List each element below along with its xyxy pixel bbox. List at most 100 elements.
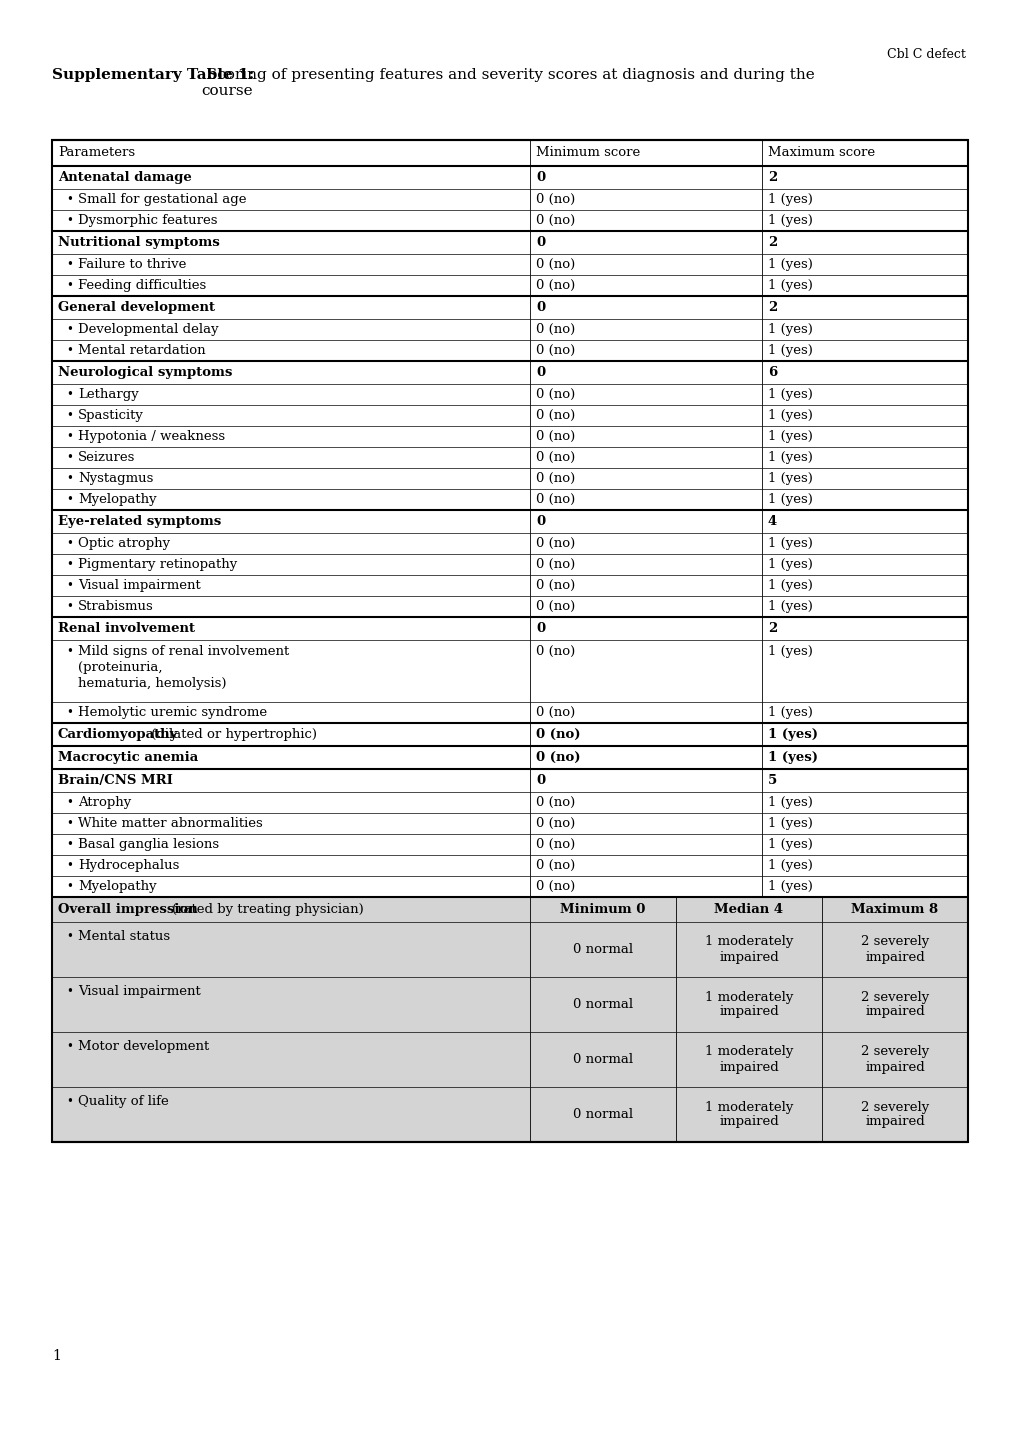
Text: Mental retardation: Mental retardation (77, 343, 206, 356)
Bar (52, 618, 967, 641)
Text: 1 moderately: 1 moderately (704, 1101, 793, 1114)
Text: 0 (no): 0 (no) (535, 472, 575, 485)
Bar (52, 1087, 967, 1141)
Text: 0 (no): 0 (no) (535, 452, 575, 465)
Text: Spasticity: Spasticity (77, 408, 144, 421)
Text: Small for gestational age: Small for gestational age (77, 193, 247, 206)
Text: Antenatal damage: Antenatal damage (58, 172, 192, 185)
Text: 2: 2 (767, 172, 776, 185)
Text: (dilated or hypertrophic): (dilated or hypertrophic) (147, 729, 317, 742)
Bar (52, 509, 967, 532)
Text: •: • (66, 278, 72, 291)
Text: Eye-related symptoms: Eye-related symptoms (58, 515, 221, 528)
Bar (52, 554, 967, 574)
Text: 0 (no): 0 (no) (535, 214, 575, 227)
Bar (52, 140, 967, 166)
Text: 1 (yes): 1 (yes) (767, 750, 817, 763)
Bar (52, 447, 967, 468)
Text: •: • (66, 430, 72, 443)
Text: 1 (yes): 1 (yes) (767, 430, 812, 443)
Text: Mild signs of renal involvement: Mild signs of renal involvement (77, 645, 289, 658)
Text: 2: 2 (767, 622, 776, 635)
Text: 0 (no): 0 (no) (535, 859, 575, 872)
Text: Overall impression: Overall impression (58, 903, 198, 916)
Text: 0 (no): 0 (no) (535, 537, 575, 550)
Text: 4: 4 (767, 515, 776, 528)
Text: 2 severely: 2 severely (860, 1101, 928, 1114)
Bar (52, 489, 967, 509)
Text: •: • (66, 880, 72, 893)
Text: White matter abnormalities: White matter abnormalities (77, 817, 263, 830)
Text: Renal involvement: Renal involvement (58, 622, 195, 635)
Text: •: • (66, 558, 72, 571)
Text: Macrocytic anemia: Macrocytic anemia (58, 750, 198, 763)
Bar (52, 596, 967, 618)
Text: Quality of life: Quality of life (77, 1095, 168, 1108)
Text: 0 (no): 0 (no) (535, 706, 575, 719)
Text: impaired: impaired (718, 1115, 779, 1128)
Text: 1 (yes): 1 (yes) (767, 859, 812, 872)
Text: 5: 5 (767, 773, 776, 786)
Text: •: • (66, 645, 72, 658)
Bar (52, 1032, 967, 1087)
Text: •: • (66, 929, 72, 942)
Text: •: • (66, 579, 72, 592)
Text: impaired: impaired (864, 1115, 924, 1128)
Text: (rated by treating physician): (rated by treating physician) (172, 903, 364, 916)
Text: 1 (yes): 1 (yes) (767, 323, 812, 336)
Text: 1 (yes): 1 (yes) (767, 408, 812, 421)
Text: Developmental delay: Developmental delay (77, 323, 218, 336)
Text: •: • (66, 537, 72, 550)
Text: •: • (66, 408, 72, 421)
Text: Nutritional symptoms: Nutritional symptoms (58, 237, 219, 250)
Bar (52, 189, 967, 211)
Text: Parameters: Parameters (58, 147, 135, 160)
Text: Mental status: Mental status (77, 929, 170, 942)
Text: hematuria, hemolysis): hematuria, hemolysis) (77, 677, 226, 690)
Bar (52, 723, 967, 746)
Text: Cardiomyopathy: Cardiomyopathy (58, 729, 178, 742)
Bar (52, 468, 967, 489)
Text: •: • (66, 214, 72, 227)
Text: Hydrocephalus: Hydrocephalus (77, 859, 179, 872)
Text: 0 (no): 0 (no) (535, 838, 575, 851)
Text: 2 severely: 2 severely (860, 935, 928, 948)
Text: 0 (no): 0 (no) (535, 880, 575, 893)
Text: 0: 0 (535, 172, 544, 185)
Bar (52, 898, 967, 922)
Text: 0: 0 (535, 367, 544, 380)
Text: 1 (yes): 1 (yes) (767, 706, 812, 719)
Text: Visual impairment: Visual impairment (77, 579, 201, 592)
Text: 0 normal: 0 normal (573, 1108, 633, 1121)
Text: impaired: impaired (864, 951, 924, 964)
Bar (52, 856, 967, 876)
Text: Hypotonia / weakness: Hypotonia / weakness (77, 430, 225, 443)
Text: •: • (66, 388, 72, 401)
Text: 2 severely: 2 severely (860, 1046, 928, 1059)
Text: •: • (66, 494, 72, 506)
Bar (52, 532, 967, 554)
Text: 0 (no): 0 (no) (535, 430, 575, 443)
Text: 0 (no): 0 (no) (535, 645, 575, 658)
Text: 6: 6 (767, 367, 776, 380)
Bar (52, 405, 967, 426)
Text: 0: 0 (535, 302, 544, 315)
Text: 0 (no): 0 (no) (535, 343, 575, 356)
Bar (52, 166, 967, 189)
Bar (52, 641, 967, 701)
Text: Atrophy: Atrophy (77, 797, 131, 810)
Text: 0 (no): 0 (no) (535, 193, 575, 206)
Text: •: • (66, 600, 72, 613)
Bar (52, 426, 967, 447)
Text: 1 (yes): 1 (yes) (767, 388, 812, 401)
Text: Feeding difficulties: Feeding difficulties (77, 278, 206, 291)
Text: •: • (66, 706, 72, 719)
Text: 1 (yes): 1 (yes) (767, 278, 812, 291)
Text: Minimum 0: Minimum 0 (559, 903, 645, 916)
Text: 1: 1 (52, 1349, 61, 1364)
Text: 2: 2 (767, 237, 776, 250)
Text: •: • (66, 838, 72, 851)
Text: 0 normal: 0 normal (573, 1053, 633, 1066)
Text: Supplementary Table 1:: Supplementary Table 1: (52, 68, 254, 82)
Bar (52, 276, 967, 296)
